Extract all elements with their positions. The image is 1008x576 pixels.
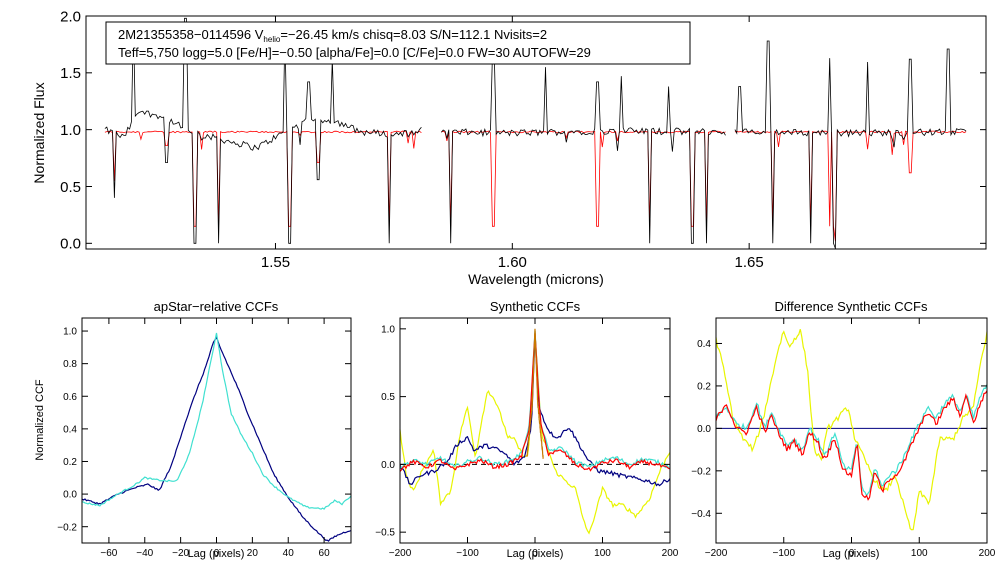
- apstar-ccf-ylabel: Normalized CCF: [34, 379, 46, 461]
- difference-ccf-series-red: [715, 390, 988, 501]
- difference-ccf-series-cyan: [715, 384, 988, 497]
- difference-ccf-ytick-label: 0.4: [697, 339, 711, 350]
- synthetic-ccf-xtick-label: 0: [532, 548, 538, 559]
- apstar-ccf-ytick-label: 0.0: [63, 490, 77, 501]
- annotation-line-1: 2M21355358−0114596 Vhelio=−26.45 km/s ch…: [118, 27, 547, 44]
- synthetic-ccf-xlabel: Lag (pixels): [507, 548, 564, 560]
- apstar-ccf-ytick-label: 0.8: [63, 359, 77, 370]
- spectrum-ytick-label: 1.0: [60, 122, 81, 139]
- spectrum-ytick-label: 2.0: [60, 8, 81, 25]
- apstar-ccf-series-visit-2: [81, 332, 352, 510]
- spectrum-ytick-label: 0.5: [60, 179, 81, 196]
- apstar-ccf-xlabel: Lag (pixels): [188, 548, 245, 560]
- difference-ccf-xtick-label: −200: [705, 548, 728, 559]
- synthetic-ccf-series-orange: [526, 328, 544, 459]
- spectrum-lines: [104, 17, 967, 249]
- difference-ccf-xtick-label: 200: [979, 548, 996, 559]
- spectrum-xtick-label: 1.60: [498, 254, 527, 271]
- apstar-ccf-ytick-label: 0.2: [63, 457, 77, 468]
- synthetic-ccf-xtick-label: −100: [456, 548, 479, 559]
- synthetic-ccf-ytick-label: −0.5: [375, 528, 395, 539]
- difference-ccf-panel: Difference Synthetic CCFs −200 −100 0 100 20…: [691, 299, 996, 560]
- spectrum-ylabel: Normalized Flux: [31, 82, 47, 183]
- spectrum-ticks: 1.55 1.60 1.65 0.0 0.5 1.0 1.5 2.0: [60, 8, 986, 271]
- difference-ccf-ytick-label: −0.2: [691, 466, 711, 477]
- apstar-ccf-xtick-label: 20: [247, 548, 259, 559]
- synthetic-ccf-ytick-label: 0.0: [381, 460, 395, 471]
- apstar-ccf-xtick-label: 40: [283, 548, 295, 559]
- annotation-box: 2M21355358−0114596 Vhelio=−26.45 km/s ch…: [105, 21, 691, 65]
- apstar-ccf-panel: apStar−relative CCFs −60 −40 −20 0 20 40 60 −0.…: [34, 299, 352, 560]
- synthetic-ccf-ytick-label: 1.0: [381, 324, 395, 335]
- spectrum-xtick-label: 1.55: [261, 254, 290, 271]
- apstar-ccf-ytick-label: 1.0: [63, 327, 77, 338]
- difference-ccf-title: Difference Synthetic CCFs: [775, 299, 928, 314]
- difference-ccf-ytick-label: −0.4: [691, 509, 711, 520]
- synthetic-ccf-title: Synthetic CCFs: [490, 299, 581, 314]
- apstar-ccf-xtick-label: −60: [100, 548, 117, 559]
- synthetic-ccf-xtick-label: 100: [594, 548, 611, 559]
- spectrum-axes-frame: [85, 15, 987, 250]
- difference-ccf-xtick-label: 100: [911, 548, 928, 559]
- spectrum-ytick-label: 1.5: [60, 65, 81, 82]
- synthetic-ccf-xtick-label: −200: [389, 548, 412, 559]
- apstar-ccf-title: apStar−relative CCFs: [154, 299, 279, 314]
- apstar-ccf-xtick-label: 0: [214, 548, 220, 559]
- apstar-ccf-ytick-label: 0.6: [63, 392, 77, 403]
- synthetic-ccf-panel: Synthetic CCFs −200 −100 0 100 200 −0.5 0.0 0.5…: [375, 299, 679, 560]
- apstar-ccf-ytick-label: 0.4: [63, 424, 77, 435]
- difference-ccf-xtick-label: −100: [772, 548, 795, 559]
- spectrum-observed-line: [734, 40, 967, 249]
- spectrum-xlabel: Wavelength (microns): [468, 271, 604, 287]
- difference-ccf-xtick-label: 0: [849, 548, 855, 559]
- synthetic-ccf-xtick-label: 200: [662, 548, 679, 559]
- difference-ccf-series-yellow: [715, 329, 988, 531]
- spectrum-xtick-label: 1.65: [735, 254, 764, 271]
- synthetic-ccf-ytick-label: 0.5: [381, 392, 395, 403]
- difference-ccf-ytick-label: 0.2: [697, 381, 711, 392]
- apstar-ccf-ytick-label: −0.2: [57, 522, 77, 533]
- spectrum-ytick-label: 0.0: [60, 236, 81, 253]
- apstar-ccf-xtick-label: −20: [172, 548, 189, 559]
- difference-ccf-xlabel: Lag (pixels): [823, 548, 880, 560]
- difference-ccf-ytick-label: 0.0: [697, 424, 711, 435]
- annotation-line-2: Teff=5,750 logg=5.0 [Fe/H]=−0.50 [alpha/…: [118, 45, 591, 60]
- spectrum-observed-line: [104, 17, 422, 244]
- apstar-ccf-xtick-label: −40: [136, 548, 153, 559]
- spectrum-panel: 1.55 1.60 1.65 0.0 0.5 1.0 1.5 2.0 Wavelength (…: [31, 8, 987, 287]
- spectrum-observed-line: [440, 55, 726, 244]
- apstar-ccf-xtick-label: 60: [319, 548, 331, 559]
